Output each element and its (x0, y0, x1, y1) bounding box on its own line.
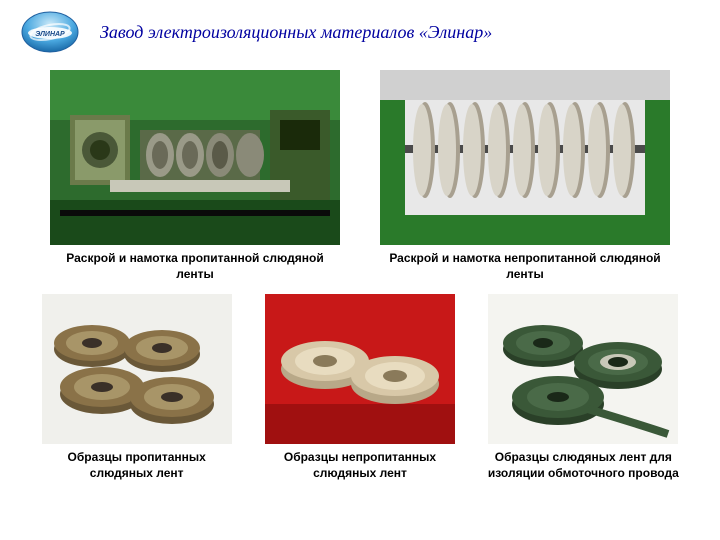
company-logo: ЭЛИНАР (20, 10, 80, 54)
image-green-rolls (488, 294, 678, 444)
caption-line: изоляции обмоточного провода (488, 466, 679, 480)
caption-line: Образцы слюдяных лент для (495, 450, 672, 464)
caption-top-right: Раскрой и намотка непропитанной слюдяной… (389, 251, 660, 282)
header: ЭЛИНАР Завод электроизоляционных материа… (0, 0, 720, 54)
caption-line: слюдяных лент (90, 466, 184, 480)
figure-top-left: Раскрой и намотка пропитанной слюдяной л… (50, 70, 340, 282)
figure-bot-3: Образцы слюдяных лент для изоляции обмот… (487, 294, 680, 481)
caption-line: ленты (176, 267, 214, 281)
caption-line: Раскрой и намотка непропитанной слюдяной (389, 251, 660, 265)
top-row: Раскрой и намотка пропитанной слюдяной л… (0, 70, 720, 282)
image-brown-rolls (42, 294, 232, 444)
caption-bot-2: Образцы непропитанных слюдяных лент (284, 450, 436, 481)
caption-bot-1: Образцы пропитанных слюдяных лент (68, 450, 206, 481)
figure-top-right: Раскрой и намотка непропитанной слюдяной… (380, 70, 670, 282)
image-slitter (380, 70, 670, 245)
image-beige-rolls (265, 294, 455, 444)
svg-text:ЭЛИНАР: ЭЛИНАР (35, 31, 65, 38)
caption-line: Образцы непропитанных (284, 450, 436, 464)
caption-top-left: Раскрой и намотка пропитанной слюдяной л… (66, 251, 323, 282)
caption-line: Раскрой и намотка пропитанной слюдяной (66, 251, 323, 265)
caption-line: слюдяных лент (313, 466, 407, 480)
caption-line: ленты (506, 267, 544, 281)
bottom-row: Образцы пропитанных слюдяных лент Образц… (0, 294, 720, 481)
figure-bot-1: Образцы пропитанных слюдяных лент (40, 294, 233, 481)
caption-bot-3: Образцы слюдяных лент для изоляции обмот… (488, 450, 679, 481)
figure-bot-2: Образцы непропитанных слюдяных лент (263, 294, 456, 481)
page-title: Завод электроизоляционных материалов «Эл… (100, 22, 492, 43)
image-machinery (50, 70, 340, 245)
caption-line: Образцы пропитанных (68, 450, 206, 464)
